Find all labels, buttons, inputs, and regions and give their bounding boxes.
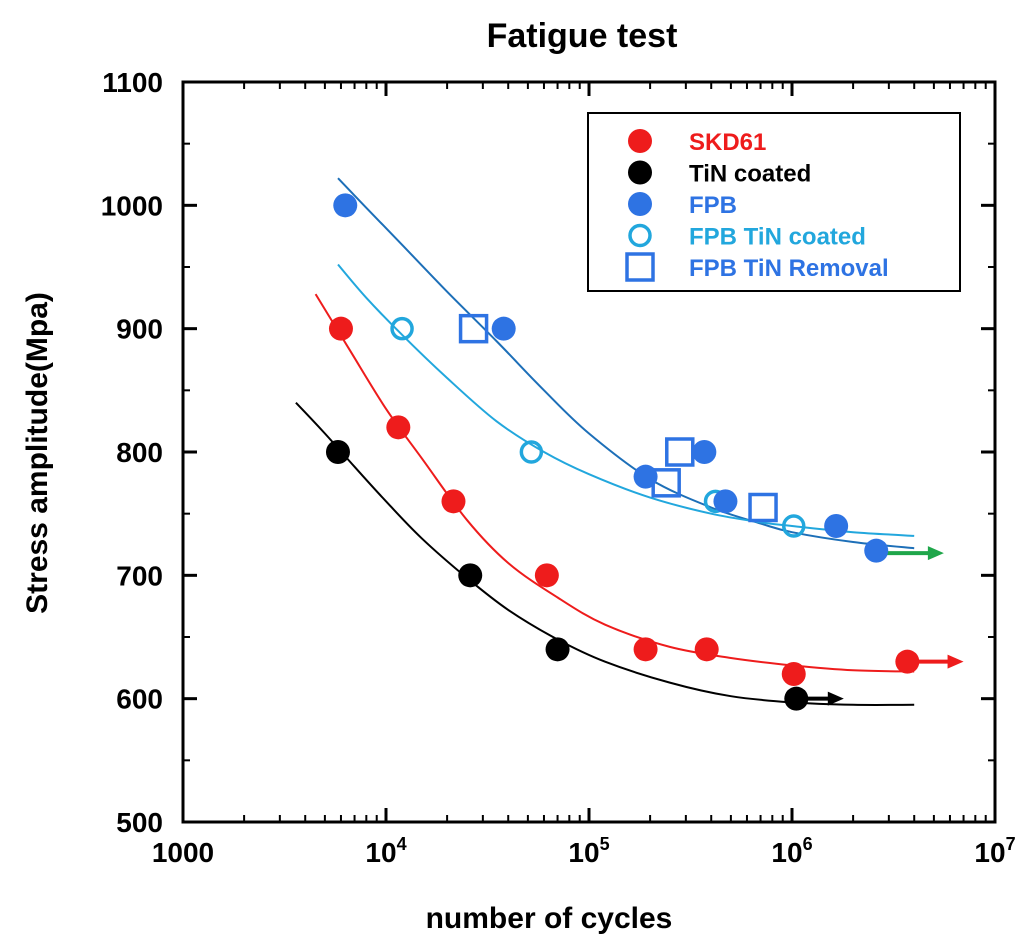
data-point	[534, 563, 559, 588]
legend-label: FPB TiN coated	[689, 224, 866, 251]
y-tick-label: 900	[116, 314, 163, 345]
data-point	[333, 193, 358, 218]
x-tick-label: 1000	[152, 837, 214, 868]
data-point	[386, 415, 411, 440]
fit-curve	[295, 402, 915, 706]
fit-curve	[314, 293, 915, 673]
data-points	[325, 193, 920, 711]
y-tick-label: 500	[116, 807, 163, 838]
runout-arrows	[806, 546, 964, 706]
x-tick-label: 106	[771, 834, 812, 868]
legend-marker	[628, 192, 652, 216]
runout-arrow-head	[927, 546, 944, 561]
runout-arrow-head	[947, 654, 964, 669]
x-tick-label: 104	[365, 834, 406, 868]
legend-marker	[628, 223, 652, 248]
data-point	[748, 492, 778, 523]
data-point	[824, 514, 849, 538]
data-point	[781, 514, 806, 538]
fit-curve	[337, 177, 915, 550]
data-point	[694, 637, 719, 662]
data-point	[491, 316, 516, 341]
data-point	[781, 662, 806, 686]
data-point	[692, 440, 717, 464]
legend: SKD61 TiN coated FPB FPB TiN coated FPB TiN …	[587, 112, 961, 292]
fit-curve	[337, 263, 915, 537]
chart-title: Fatigue test	[487, 17, 678, 55]
data-point	[458, 563, 483, 588]
data-point	[325, 440, 350, 464]
legend-label: FPB	[689, 192, 737, 219]
x-tick-label: 107	[974, 834, 1015, 868]
y-tick-label: 600	[116, 684, 163, 715]
x-tick-label: 105	[568, 834, 609, 868]
data-point	[713, 489, 738, 514]
y-axis-label: Stress amplitude(Mpa)	[21, 292, 54, 614]
legend-marker	[625, 252, 655, 282]
data-point	[633, 637, 658, 662]
data-point	[390, 316, 414, 341]
y-tick-label: 1100	[102, 67, 163, 98]
y-tick-label: 700	[116, 560, 163, 591]
data-point	[633, 464, 658, 489]
runout-arrow-head	[827, 691, 844, 706]
data-point	[545, 637, 570, 662]
legend-marker	[628, 160, 652, 185]
legend-label: SKD61	[689, 129, 766, 156]
y-tick-label: 1000	[101, 190, 163, 221]
data-point	[665, 437, 695, 467]
data-point	[328, 316, 353, 341]
x-axis-label: number of cycles	[426, 902, 673, 935]
data-point	[441, 489, 466, 514]
data-point	[864, 538, 889, 563]
legend-label: TiN coated	[689, 161, 811, 188]
legend-marker	[628, 129, 652, 153]
data-point	[458, 313, 489, 344]
legend-label: FPB TiN Removal	[689, 255, 889, 282]
axes: 500 600 700 800 900 1000 1100 1000 104 105 106 107	[101, 67, 1016, 868]
data-point	[784, 686, 809, 711]
y-tick-label: 800	[116, 437, 163, 468]
data-point	[895, 649, 920, 674]
data-point	[519, 440, 544, 464]
